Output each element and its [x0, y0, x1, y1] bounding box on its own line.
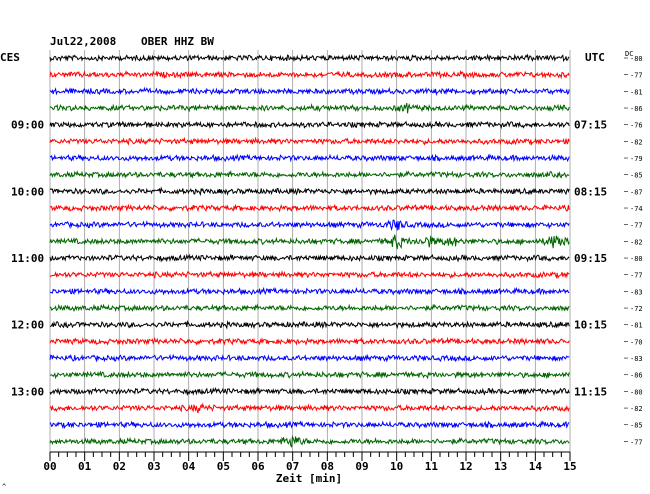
- x-tick-label: 12: [459, 460, 472, 473]
- dc-value: -72: [630, 305, 643, 313]
- trace-line: [49, 69, 570, 80]
- trace-line: [49, 370, 570, 380]
- left-time-label: 12:00: [11, 319, 44, 332]
- right-time-label: 07:15: [574, 119, 607, 132]
- trace-line: [49, 435, 570, 448]
- x-tick-label: 05: [217, 460, 230, 473]
- right-time-label: 08:15: [574, 185, 607, 198]
- dc-value: -81: [630, 88, 643, 96]
- dc-value: -85: [630, 172, 643, 180]
- axes-group: 09:00 10:00 11:00 12:00 13:00 07:15 08:15 09:15…: [11, 119, 607, 473]
- dc-value: -82: [630, 238, 643, 246]
- trace-line: [49, 219, 570, 232]
- x-tick-label: 14: [529, 460, 543, 473]
- trace-line: [49, 420, 570, 430]
- trace-line: [49, 120, 570, 130]
- dc-value: -87: [630, 188, 643, 196]
- trace-group: -80 -77 -81 -86 -76 -82 -79 -85 -87 -74 -77 -82 -80 -…: [49, 53, 643, 448]
- trace-line: [49, 386, 570, 397]
- trace-line: [49, 53, 570, 63]
- x-tick-label: 04: [182, 460, 196, 473]
- dc-value: -86: [630, 105, 643, 113]
- dc-value: -82: [630, 138, 643, 146]
- x-tick-label: 08: [321, 460, 334, 473]
- right-timezone-label: UTC: [585, 51, 605, 64]
- left-timezone-label: CES: [0, 51, 20, 64]
- trace-line: [49, 186, 570, 197]
- dc-value: -81: [630, 322, 643, 330]
- trace-line: [50, 402, 570, 414]
- dc-value: -82: [630, 405, 643, 413]
- dc-value: -70: [630, 338, 643, 346]
- station-label: OBER HHZ BW: [141, 35, 214, 48]
- trace-line: [49, 319, 570, 330]
- dc-value: -74: [630, 205, 643, 213]
- dc-value: -77: [630, 438, 643, 446]
- trace-line: [49, 203, 570, 213]
- trace-line: [49, 234, 570, 250]
- x-tick-label: 06: [251, 460, 265, 473]
- dc-value: -80: [630, 388, 643, 396]
- x-tick-label: 00: [43, 460, 56, 473]
- x-tick-label: 01: [78, 460, 92, 473]
- right-time-label: 10:15: [574, 319, 607, 332]
- dc-column-header: DC: [625, 50, 633, 58]
- date-label: Jul22,2008: [50, 35, 116, 48]
- left-time-label: 10:00: [11, 185, 44, 198]
- x-tick-label: 02: [113, 460, 126, 473]
- x-tick-label: 15: [563, 460, 576, 473]
- dc-value: -79: [630, 155, 643, 163]
- dc-value: -77: [630, 72, 643, 80]
- trace-line: [49, 303, 570, 313]
- trace-line: [49, 336, 570, 346]
- right-time-label: 09:15: [574, 252, 607, 265]
- trace-line: [49, 286, 570, 296]
- x-tick-label: 11: [425, 460, 439, 473]
- x-tick-label: 03: [147, 460, 160, 473]
- x-axis-label: Zeit [min]: [276, 472, 342, 485]
- trace-line: [49, 153, 570, 163]
- trace-line: [49, 102, 570, 114]
- footer-mark: ^: [2, 483, 6, 491]
- dc-value: -77: [630, 272, 643, 280]
- trace-line: [49, 353, 570, 363]
- trace-line: [49, 170, 570, 179]
- dc-value: -80: [630, 55, 643, 63]
- left-time-label: 13:00: [11, 385, 44, 398]
- trace-line: [49, 269, 570, 280]
- x-tick-label: 13: [494, 460, 507, 473]
- x-tick-label: 07: [286, 460, 299, 473]
- dc-value: -86: [630, 372, 643, 380]
- right-time-label: 11:15: [574, 385, 607, 398]
- x-tick-label: 10: [390, 460, 403, 473]
- dc-value: -83: [630, 355, 643, 363]
- dc-value: -76: [630, 122, 643, 130]
- trace-line: [49, 136, 570, 146]
- trace-line: [49, 253, 570, 263]
- dc-value: -85: [630, 422, 643, 430]
- left-time-label: 09:00: [11, 119, 44, 132]
- trace-line: [49, 86, 570, 97]
- dc-value: -83: [630, 288, 643, 296]
- minute-gridlines: [49, 50, 571, 452]
- left-time-label: 11:00: [11, 252, 44, 265]
- dc-value: -80: [630, 255, 643, 263]
- dc-value: -77: [630, 222, 643, 230]
- x-tick-label: 09: [355, 460, 368, 473]
